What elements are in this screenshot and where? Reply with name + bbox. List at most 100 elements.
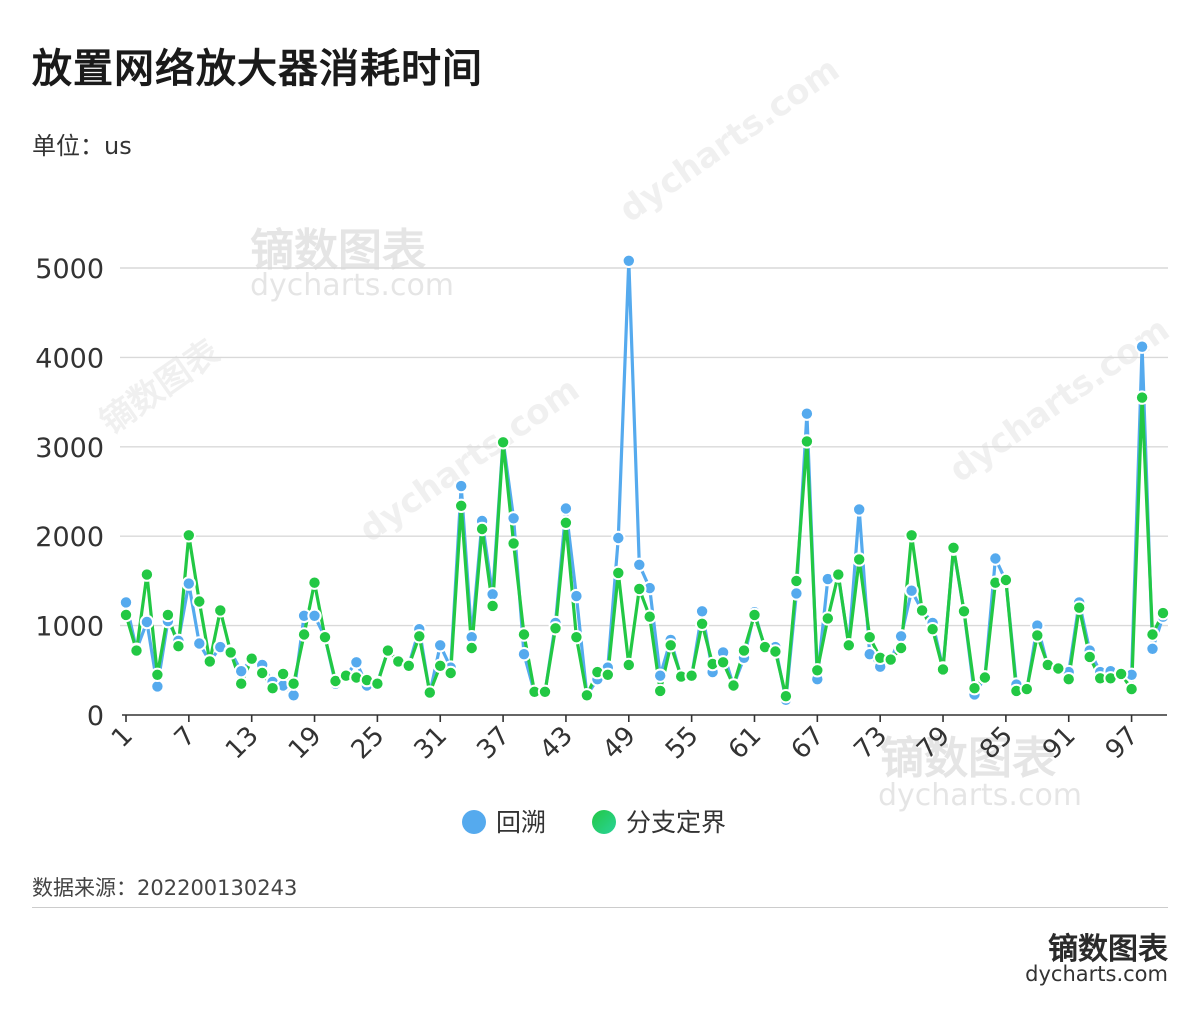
brand-name: 镝数图表 <box>1048 932 1168 967</box>
data-point-branch-bound <box>454 498 469 513</box>
y-tick-label: 1000 <box>35 612 104 643</box>
brand-url: dycharts.com <box>1025 962 1168 986</box>
data-point-branch-bound <box>694 616 710 631</box>
data-point-backtracking <box>150 679 165 694</box>
series-lines <box>124 259 1165 702</box>
data-point-backtracking <box>286 688 301 703</box>
y-tick-label: 2000 <box>35 522 104 553</box>
legend-item-branch-bound-label: 分支定界 <box>626 808 726 837</box>
data-point-branch-bound <box>789 573 804 589</box>
data-point-branch-bound <box>171 639 186 654</box>
series-line-backtracking <box>124 259 1165 702</box>
unit-label: 单位：us <box>32 132 132 160</box>
data-point-branch-bound <box>192 594 207 609</box>
data-point-branch-bound <box>1134 390 1150 405</box>
data-point-branch-bound <box>213 603 228 618</box>
data-point-branch-bound <box>1051 661 1066 676</box>
data-point-branch-bound <box>422 685 437 700</box>
data-point-backtracking <box>506 511 521 526</box>
data-point-branch-bound <box>600 667 615 682</box>
data-point-backtracking <box>118 595 134 610</box>
data-point-branch-bound <box>275 666 291 682</box>
data-point-branch-bound <box>831 567 846 582</box>
y-tick-label: 4000 <box>35 343 104 374</box>
data-point-branch-bound <box>160 607 176 623</box>
footer-divider <box>32 907 1168 908</box>
x-tick-label: 55 <box>660 721 705 766</box>
data-point-branch-bound <box>506 536 521 551</box>
data-point-branch-bound <box>1019 681 1035 697</box>
data-point-branch-bound <box>296 627 312 642</box>
legend-item-backtracking-label: 回溯 <box>496 808 546 837</box>
data-point-branch-bound <box>558 515 574 530</box>
data-point-branch-bound <box>548 621 563 636</box>
data-point-branch-bound <box>778 689 794 704</box>
data-point-branch-bound <box>977 670 993 685</box>
data-point-branch-bound <box>736 643 752 658</box>
data-point-backtracking <box>852 502 867 517</box>
x-tick-label: 91 <box>1037 721 1082 766</box>
data-point-backtracking <box>516 647 532 662</box>
data-point-branch-bound <box>946 540 961 555</box>
data-point-branch-bound <box>653 683 668 699</box>
data-point-branch-bound <box>286 676 301 691</box>
data-point-branch-bound <box>820 611 835 626</box>
x-tick-label: 7 <box>169 721 202 754</box>
data-point-backtracking <box>433 638 448 653</box>
data-point-branch-bound <box>1124 681 1139 697</box>
x-tick-label: 31 <box>409 721 454 766</box>
x-tick-label: 37 <box>471 721 516 766</box>
data-point-branch-bound <box>998 572 1014 588</box>
data-point-branch-bound <box>841 638 856 653</box>
data-point-branch-bound <box>726 678 741 693</box>
data-point-backtracking <box>611 530 626 546</box>
data-point-branch-bound <box>223 645 238 660</box>
data-point-branch-bound <box>579 688 595 703</box>
data-point-backtracking <box>904 583 919 598</box>
series-line-branch-bound <box>124 396 1165 698</box>
data-point-branch-bound <box>150 667 165 682</box>
data-point-branch-bound <box>852 552 867 567</box>
data-point-branch-bound <box>255 665 270 681</box>
x-axis: 1 7 13 19 25 31 37 43 49 55 61 67 73 79 85 91 97 <box>106 714 1167 766</box>
data-point-backtracking <box>893 629 909 644</box>
x-tick-label: 85 <box>974 721 1019 766</box>
legend: 回溯 分支定界 <box>462 808 726 837</box>
x-tick-label: 67 <box>786 721 831 766</box>
data-point-branch-bound <box>443 665 458 681</box>
data-point-branch-bound <box>663 638 678 653</box>
data-point-branch-bound <box>433 658 448 673</box>
x-tick-label: 13 <box>220 721 265 766</box>
data-point-branch-bound <box>412 629 427 644</box>
data-point-backtracking <box>485 587 500 602</box>
data-point-backtracking <box>988 551 1003 566</box>
data-point-branch-bound <box>715 655 731 670</box>
data-point-branch-bound <box>1145 627 1160 642</box>
data-point-branch-bound <box>401 658 416 673</box>
data-point-branch-bound <box>935 662 951 677</box>
data-point-backtracking <box>307 608 322 623</box>
data-point-branch-bound <box>883 652 898 667</box>
y-tick-label: 5000 <box>35 254 104 285</box>
data-point-backtracking <box>192 636 207 651</box>
data-point-branch-bound <box>139 567 155 582</box>
data-point-branch-bound <box>244 651 259 666</box>
data-point-branch-bound <box>914 603 930 618</box>
data-point-backtracking <box>789 586 804 601</box>
data-point-branch-bound <box>1113 666 1129 682</box>
data-point-branch-bound <box>380 643 396 658</box>
data-point-branch-bound <box>799 434 815 449</box>
x-tick-label: 19 <box>283 721 328 766</box>
data-point-backtracking <box>181 576 197 591</box>
x-tick-label: 25 <box>346 721 391 766</box>
data-point-branch-bound <box>621 657 636 673</box>
series-points <box>118 253 1171 707</box>
data-point-branch-bound <box>1082 649 1097 665</box>
data-point-branch-bound <box>265 681 280 696</box>
data-point-branch-bound <box>474 521 490 537</box>
data-point-branch-bound <box>307 575 322 590</box>
data-point-branch-bound <box>464 640 479 656</box>
data-point-branch-bound <box>485 598 500 614</box>
x-tick-label: 1 <box>106 721 139 754</box>
data-point-branch-bound <box>118 607 134 623</box>
